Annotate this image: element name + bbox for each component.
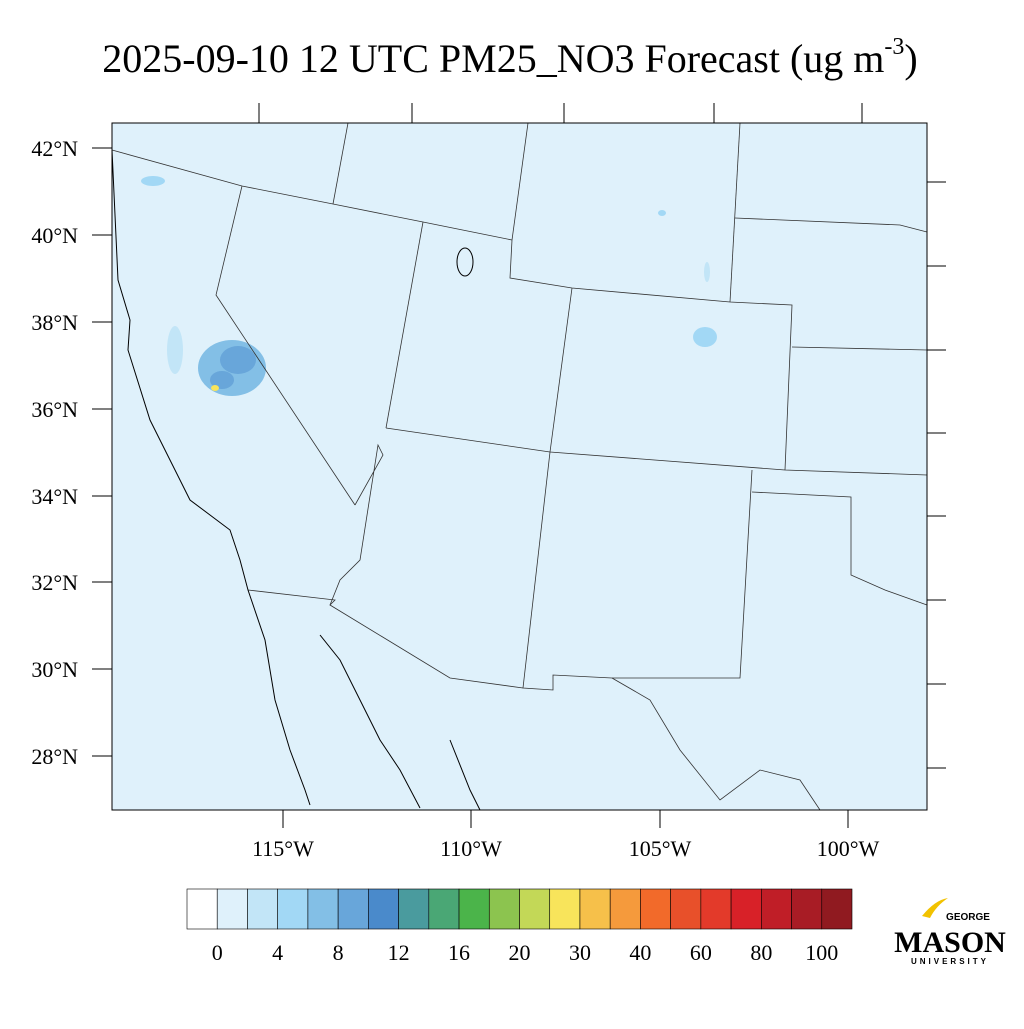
colorbar-box	[458, 888, 490, 930]
map-frame	[111, 122, 928, 811]
colorbar-box	[307, 888, 339, 930]
colorbar-label: 30	[569, 940, 591, 965]
lat-label: 42°N	[31, 136, 78, 161]
lat-label: 40°N	[31, 223, 78, 248]
logo-top: GEORGE	[946, 912, 990, 923]
colorbar-box	[791, 888, 823, 930]
colorbar-label: 0	[212, 940, 223, 965]
lat-label: 36°N	[31, 397, 78, 422]
colorbar-box	[247, 888, 278, 930]
map	[111, 122, 928, 811]
coastline	[111, 149, 481, 811]
title: 2025-09-10 12 UTC PM25_NO3 Forecast (ug …	[102, 34, 918, 81]
lon-label: 115°W	[252, 836, 314, 861]
logo-bottom: UNIVERSITY	[911, 957, 989, 966]
lat-label: 34°N	[31, 484, 78, 509]
colorbar-box	[428, 888, 460, 930]
colorbar-label: 4	[272, 940, 283, 965]
colorbar-box	[277, 888, 309, 930]
colorbar-box	[579, 888, 611, 930]
colorbar-box	[398, 888, 430, 930]
lon-label: 100°W	[817, 836, 880, 861]
colorbar-label: 60	[690, 940, 712, 965]
colorbar-box	[821, 888, 853, 930]
colorbar-label: 80	[750, 940, 772, 965]
colorbar-label: 16	[448, 940, 470, 965]
lat-label: 32°N	[31, 570, 78, 595]
lon-label: 105°W	[629, 836, 692, 861]
colorbar-label: 12	[388, 940, 410, 965]
lon-label: 110°W	[440, 836, 502, 861]
colorbar-box	[488, 888, 520, 930]
colorbar-label: 8	[333, 940, 344, 965]
logo-swoosh	[922, 898, 948, 918]
colorbar-box	[216, 888, 248, 930]
colorbar-label: 100	[805, 940, 838, 965]
title-superscript: -3	[884, 34, 904, 60]
axes: 42°N 40°N 38°N 36°N 34°N 32°N 30°N 28°N 115°W 110…	[31, 103, 946, 861]
logo: GEORGE MASON UNIVERSITY	[894, 898, 1006, 966]
lat-label: 30°N	[31, 657, 78, 682]
title-main: 2025-09-10 12 UTC PM25_NO3 Forecast (ug …	[102, 36, 884, 81]
colorbar-box	[670, 888, 702, 930]
colorbar-box	[730, 888, 762, 930]
colorbar-box	[186, 888, 218, 930]
colorbar-box	[700, 888, 732, 930]
colorbar-box	[549, 888, 581, 930]
plume	[141, 176, 717, 396]
borders	[111, 122, 928, 811]
colorbar-box	[337, 888, 369, 930]
lat-label: 28°N	[31, 744, 78, 769]
lat-label: 38°N	[31, 310, 78, 335]
colorbar-label: 40	[629, 940, 651, 965]
colorbar-label: 20	[509, 940, 531, 965]
title-close: )	[904, 36, 917, 81]
colorbar: 0 4 8 12 16 20 30 40 60 80 100	[186, 888, 853, 965]
map-background	[112, 123, 927, 810]
colorbar-box	[640, 888, 671, 930]
logo-name: MASON	[894, 926, 1006, 959]
colorbar-box	[761, 888, 792, 930]
colorbar-box	[368, 888, 399, 930]
colorbar-box	[609, 888, 641, 930]
colorbar-box	[519, 888, 551, 930]
